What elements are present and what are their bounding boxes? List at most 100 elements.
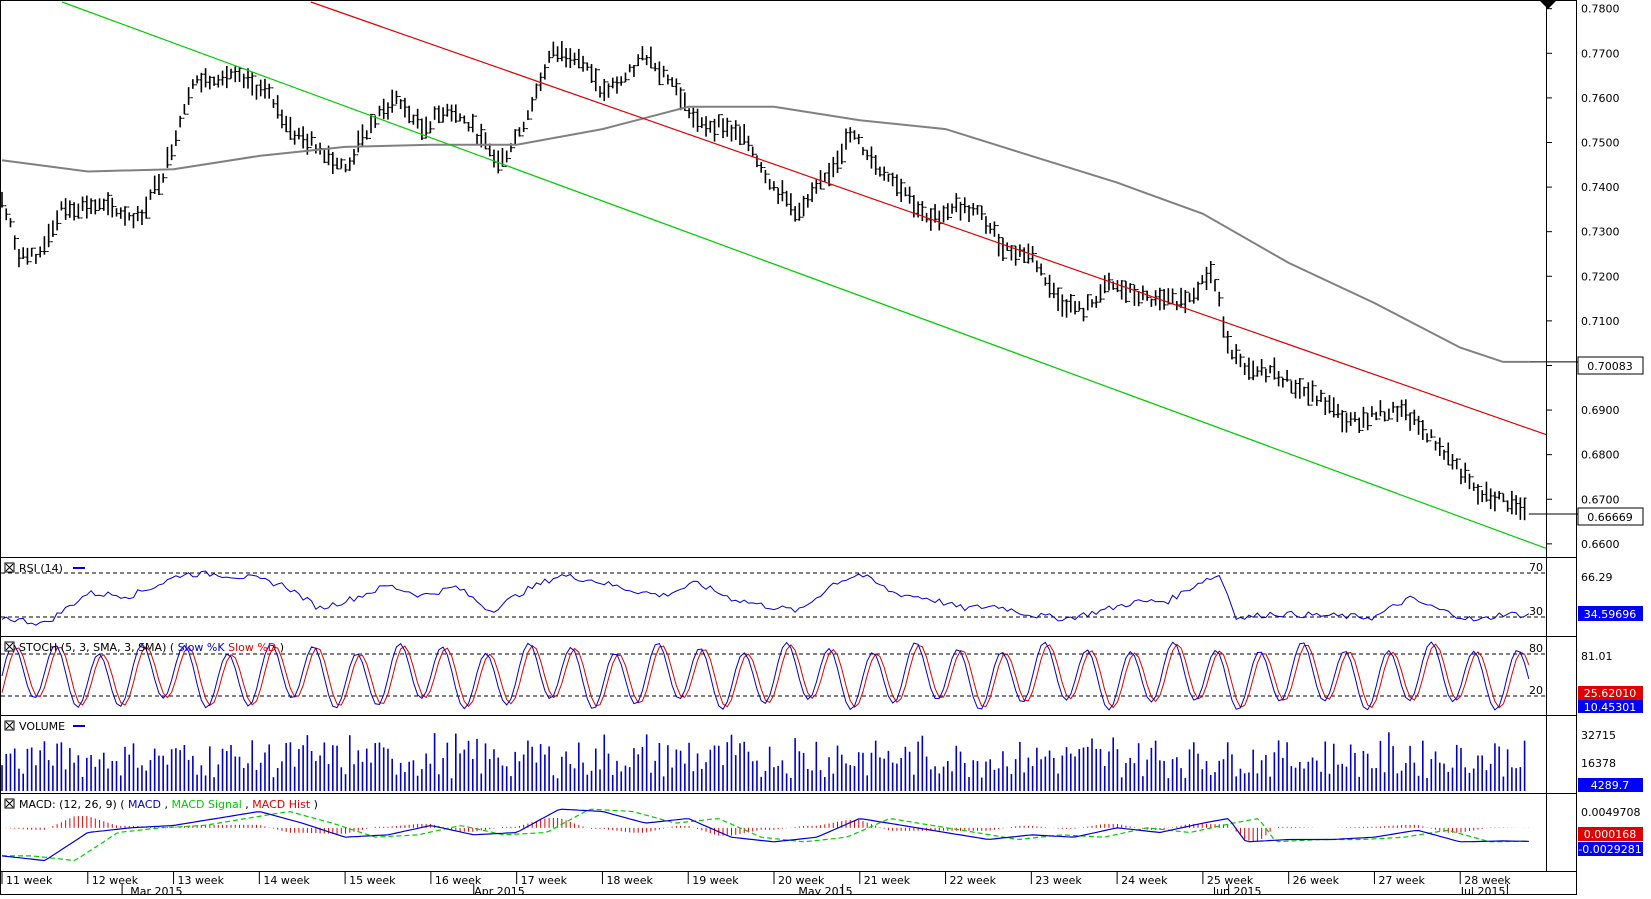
week-label: 21 week <box>864 874 911 887</box>
volume-legend: VOLUME <box>4 720 85 733</box>
price-panel-frame <box>0 0 1577 558</box>
week-label: 11 week <box>6 874 53 887</box>
close-x-icon <box>5 721 14 730</box>
macd-legend: MACD: (12, 26, 9) ( MACD , MACD Signal ,… <box>4 798 318 811</box>
stoch-k-line <box>1 641 1530 711</box>
macd-hist-last-box-bg <box>1578 827 1643 841</box>
price-last-box-bg <box>1577 507 1644 526</box>
stoch-d-line <box>1 643 1530 709</box>
price-axis-label: 0.7400 <box>1581 181 1620 194</box>
week-label: 13 week <box>178 874 225 887</box>
week-label: 19 week <box>692 874 739 887</box>
volume-axis-label-2: 16378 <box>1581 757 1616 770</box>
volume-last-box-bg <box>1578 778 1643 792</box>
close-x-icon <box>5 642 14 651</box>
volume-last-label: 4289.7 <box>1591 779 1630 792</box>
macd-legend-text: MACD: (12, 26, 9) ( MACD , MACD Signal ,… <box>19 798 318 811</box>
scroll-marker-icon[interactable] <box>1540 1 1556 9</box>
volume-bars <box>1 732 1526 791</box>
macd-hist-last-label: 0.000168 <box>1584 828 1637 841</box>
stoch-level-80-label: 80 <box>1529 642 1543 655</box>
week-label: 14 week <box>263 874 310 887</box>
month-label: Mar 2015 <box>130 885 182 895</box>
week-label: 28 week <box>1464 874 1511 887</box>
price-axis-label: 0.7500 <box>1581 136 1620 149</box>
stoch-legend-d: Slow %D <box>228 641 276 654</box>
volume-last-box: 4289.7 <box>1578 778 1643 792</box>
price-axis-label: 0.7300 <box>1581 226 1620 239</box>
macd-legend-macd: MACD <box>128 798 161 811</box>
stoch-legend-open: ( <box>170 641 174 654</box>
stoch-last-box-1: 25.62010 <box>1578 686 1643 700</box>
week-label: 12 week <box>92 874 139 887</box>
stoch-legend: STOCH (5, 3, SMA, 3, SMA) ( Slow %K Slow… <box>4 641 284 654</box>
stoch-last-box-2: 10.45301 <box>1578 700 1643 714</box>
close-x-icon <box>5 563 14 572</box>
macd-legend-hist: MACD Hist <box>252 798 311 811</box>
stoch-axis-label: 81.01 <box>1581 650 1613 663</box>
week-label: 17 week <box>521 874 568 887</box>
macd-axis-label: 0.0049708 <box>1581 806 1641 819</box>
rsi-level-70-label: 70 <box>1529 561 1543 574</box>
rsi-line <box>1 570 1530 626</box>
rsi-last-label: 34.59696 <box>1584 608 1637 621</box>
stoch-last-box-1-bg <box>1578 686 1643 700</box>
week-label: 20 week <box>778 874 825 887</box>
ma-value-label: 0.70083 <box>1587 360 1633 373</box>
week-label: 24 week <box>1121 874 1168 887</box>
macd-last-label: -0.0029281 <box>1578 843 1641 856</box>
macd-legend-signal: MACD Signal <box>172 798 242 811</box>
macd-hist-last-box: 0.000168 <box>1578 827 1643 841</box>
rsi-panel-frame <box>0 557 1577 637</box>
price-axis-label: 0.6700 <box>1581 493 1620 506</box>
macd-legend-open: ( <box>120 798 124 811</box>
volume-panel-frame <box>0 715 1577 794</box>
price-axis-label: 0.7600 <box>1581 92 1620 105</box>
week-label: 22 week <box>950 874 997 887</box>
month-label: Jun 2015 <box>1212 885 1262 895</box>
rsi-last-box-bg <box>1578 606 1643 621</box>
rsi-last-box: 34.59696 <box>1578 606 1643 621</box>
week-label: 16 week <box>435 874 482 887</box>
stoch-level-20-label: 20 <box>1529 684 1543 697</box>
axes: 0.7800 0.7700 0.7600 0.7500 0.7400 0.7300 0.72… <box>1 3 1620 898</box>
rsi-level-30-label: 30 <box>1529 605 1543 618</box>
week-label: 23 week <box>1035 874 1082 887</box>
macd-histogram <box>5 816 1530 842</box>
rsi-legend: RSI (14) <box>4 562 85 575</box>
ma-value-box-bg <box>1577 356 1644 375</box>
price-axis-label: 0.7200 <box>1581 270 1620 283</box>
stoch-last-label-2: 10.45301 <box>1584 701 1637 714</box>
rsi-axis-label: 66.29 <box>1581 571 1613 584</box>
channel-lower-line <box>61 1 1547 549</box>
macd-last-box: -0.0029281 <box>1578 842 1643 856</box>
price-last-label: 0.66669 <box>1587 511 1633 524</box>
macd-legend-close: ) <box>314 798 318 811</box>
price-bars <box>0 41 1527 521</box>
price-axis-label: 0.6900 <box>1581 404 1620 417</box>
stoch-legend-text: STOCH (5, 3, SMA, 3, SMA) ( Slow %K Slow… <box>19 641 284 654</box>
week-label: 18 week <box>606 874 653 887</box>
macd-line <box>1 808 1529 862</box>
indicator-lines <box>1 1 1578 862</box>
week-label: 26 week <box>1293 874 1340 887</box>
stoch-legend-label: STOCH (5, 3, SMA, 3, SMA) <box>19 641 166 654</box>
rsi-legend-label: RSI (14) <box>19 562 63 575</box>
macd-last-box-bg <box>1578 842 1643 856</box>
macd-signal-line <box>2 808 1529 862</box>
price-axis-label: 0.6600 <box>1581 538 1620 551</box>
price-last-box: 0.66669 <box>1577 507 1644 526</box>
volume-axis-label-1: 32715 <box>1581 729 1616 742</box>
stoch-legend-close: ) <box>280 641 284 654</box>
volume-legend-label: VOLUME <box>19 720 65 733</box>
ma-value-box: 0.70083 <box>1577 356 1644 375</box>
stoch-last-box-2-bg <box>1578 700 1643 713</box>
week-label: 15 week <box>349 874 396 887</box>
macd-legend-label: MACD: (12, 26, 9) <box>19 798 117 811</box>
price-axis-label: 0.7800 <box>1581 3 1620 16</box>
channel-upper-line <box>310 1 1547 436</box>
price-axis-label: 0.6800 <box>1581 449 1620 462</box>
moving-average-line <box>1 105 1529 363</box>
